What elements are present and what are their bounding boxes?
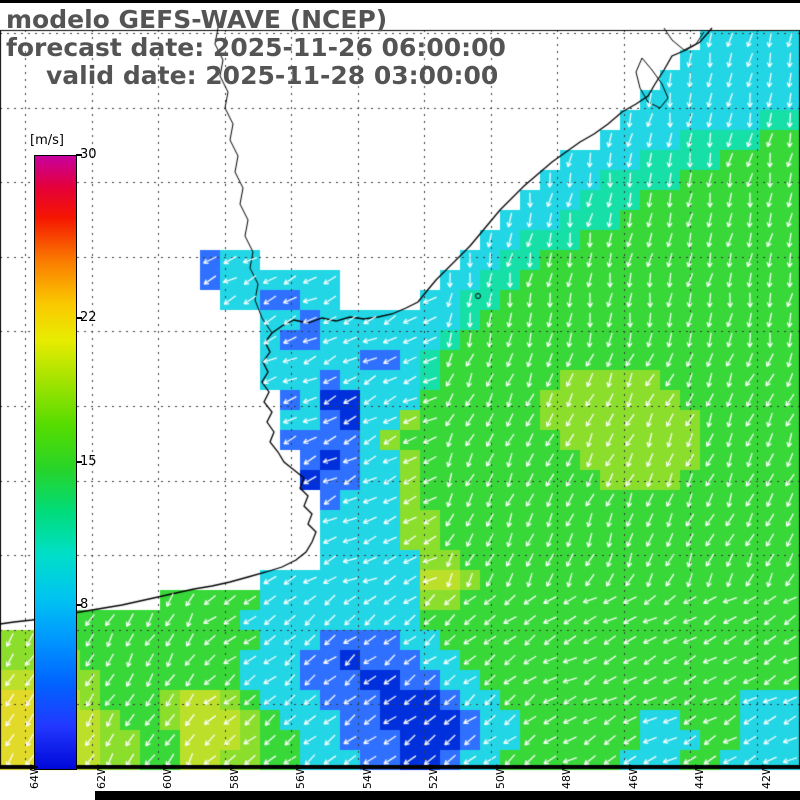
lon-label: 44W bbox=[693, 764, 706, 789]
colorbar-tick-label: 30 bbox=[80, 147, 97, 162]
model-title: modelo GEFS-WAVE (NCEP) bbox=[6, 5, 388, 34]
lon-label: 58W bbox=[227, 764, 241, 789]
colorbar-tickmark bbox=[76, 317, 82, 320]
colorbar-tickmark bbox=[76, 154, 82, 156]
lon-label: 48W bbox=[560, 764, 573, 789]
lon-label: 46W bbox=[626, 764, 640, 789]
colorbar-tick-label: 8 bbox=[80, 596, 89, 612]
forecast-date-line: forecast date: 2025-11-26 06:00:00 bbox=[6, 33, 506, 62]
lon-label: 56W bbox=[294, 764, 307, 789]
lon-label: 60W bbox=[161, 764, 174, 789]
lon-label: 54W bbox=[360, 764, 374, 789]
lon-label: 42W bbox=[759, 764, 773, 789]
lon-label: 50W bbox=[493, 764, 507, 789]
colorbar bbox=[34, 155, 77, 770]
valid-date-line: valid date: 2025-11-28 03:00:00 bbox=[46, 61, 499, 90]
lon-label: 62W bbox=[94, 764, 108, 789]
colorbar-tickmark bbox=[76, 460, 82, 463]
figure-bottom-border bbox=[95, 791, 800, 800]
colorbar-tick-label: 15 bbox=[80, 453, 97, 469]
lon-label: 64W bbox=[28, 764, 41, 789]
figure-top-border bbox=[0, 0, 800, 3]
colorbar-tickmark bbox=[76, 603, 82, 606]
colorbar-tick-label: 22 bbox=[80, 310, 97, 326]
colorbar-unit-label: [m/s] bbox=[30, 133, 64, 148]
lon-label: 52W bbox=[427, 764, 440, 789]
